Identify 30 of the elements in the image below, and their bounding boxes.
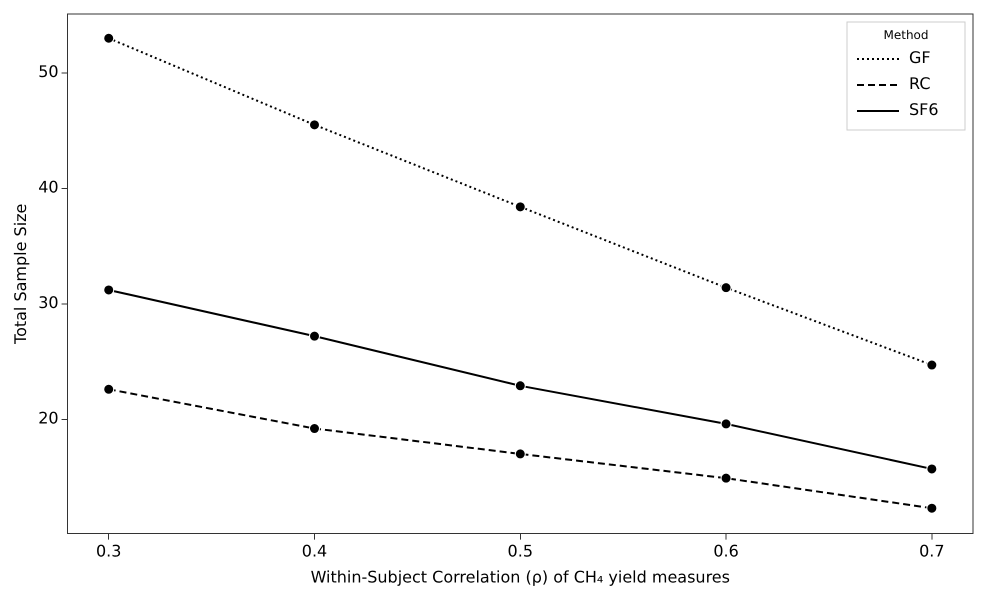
x-axis-title: Within-Subject Correlation (ρ) of CH₄ yield measures — [310, 568, 730, 587]
point — [926, 463, 938, 474]
point — [720, 282, 732, 294]
point — [926, 360, 938, 371]
x-tick-label: 0.5 — [508, 541, 534, 560]
point — [103, 32, 114, 44]
point — [103, 384, 114, 395]
legend-label: RC — [909, 74, 930, 94]
x-tick-label: 0.6 — [713, 541, 739, 560]
point — [309, 330, 320, 342]
point — [309, 119, 320, 130]
x-tick-label: 0.7 — [919, 541, 945, 560]
point — [309, 423, 320, 434]
legend-label: SF6 — [909, 100, 939, 120]
y-tick-label: 50 — [38, 62, 59, 82]
y-tick-label: 40 — [38, 178, 59, 197]
point — [514, 448, 526, 460]
point — [926, 502, 938, 514]
y-axis-title: Total Sample Size — [10, 204, 30, 345]
point — [720, 418, 732, 430]
y-tick-label: 30 — [38, 292, 59, 312]
point — [720, 472, 732, 484]
point — [103, 284, 114, 296]
point — [514, 201, 526, 212]
legend-title: Method — [883, 28, 929, 42]
x-tick-label: 0.3 — [96, 541, 122, 560]
legend-label: GF — [909, 48, 931, 68]
x-tick-label: 0.4 — [302, 541, 328, 560]
y-tick-label: 20 — [38, 408, 59, 428]
point — [514, 380, 526, 392]
